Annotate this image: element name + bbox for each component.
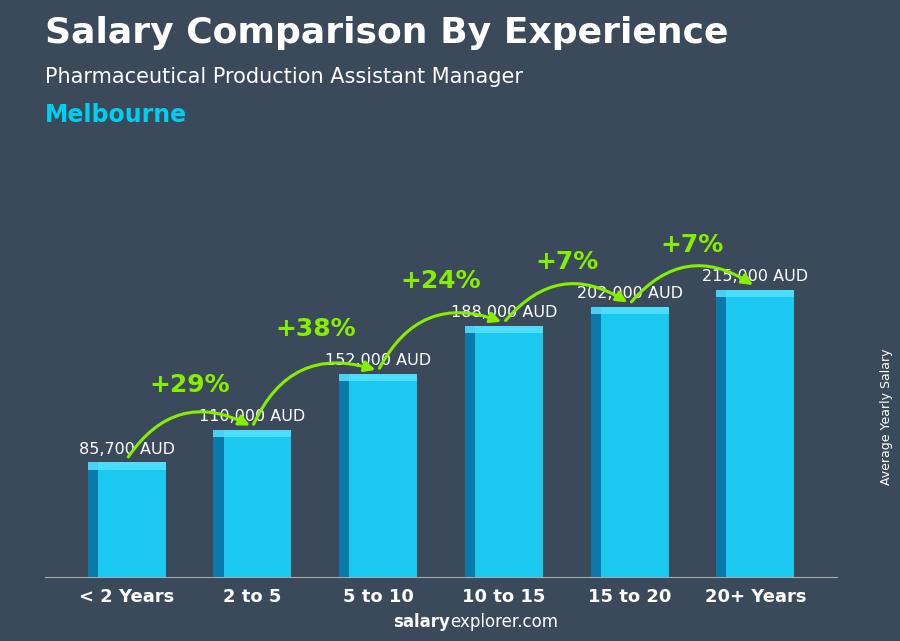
Text: Average Yearly Salary: Average Yearly Salary	[880, 349, 893, 485]
Bar	[339, 374, 349, 577]
Text: 85,700 AUD: 85,700 AUD	[78, 442, 175, 456]
Bar	[213, 430, 223, 577]
Bar	[465, 326, 543, 577]
Text: Salary Comparison By Experience: Salary Comparison By Experience	[45, 16, 728, 50]
Bar	[213, 430, 292, 577]
Text: 152,000 AUD: 152,000 AUD	[325, 353, 431, 368]
Bar	[87, 462, 166, 469]
Bar	[716, 290, 795, 297]
Bar	[716, 290, 795, 577]
Text: Pharmaceutical Production Assistant Manager: Pharmaceutical Production Assistant Mana…	[45, 67, 523, 87]
Text: 110,000 AUD: 110,000 AUD	[199, 409, 306, 424]
Text: 202,000 AUD: 202,000 AUD	[577, 287, 682, 301]
Text: salary: salary	[393, 613, 450, 631]
Bar	[213, 430, 292, 437]
Bar	[716, 290, 726, 577]
Bar	[87, 462, 98, 577]
Bar	[590, 307, 669, 314]
Text: 188,000 AUD: 188,000 AUD	[451, 305, 557, 320]
Text: +38%: +38%	[275, 317, 356, 341]
Text: +29%: +29%	[149, 373, 230, 397]
Bar	[465, 326, 543, 333]
Text: +7%: +7%	[661, 233, 725, 257]
Text: +24%: +24%	[400, 269, 482, 293]
Bar	[339, 374, 417, 381]
Bar	[87, 462, 166, 577]
Text: +7%: +7%	[536, 250, 598, 274]
Text: Melbourne: Melbourne	[45, 103, 187, 126]
Text: explorer.com: explorer.com	[450, 613, 558, 631]
Bar	[590, 307, 669, 577]
Bar	[590, 307, 600, 577]
Bar	[339, 374, 417, 577]
Text: 215,000 AUD: 215,000 AUD	[702, 269, 808, 284]
Bar	[465, 326, 475, 577]
